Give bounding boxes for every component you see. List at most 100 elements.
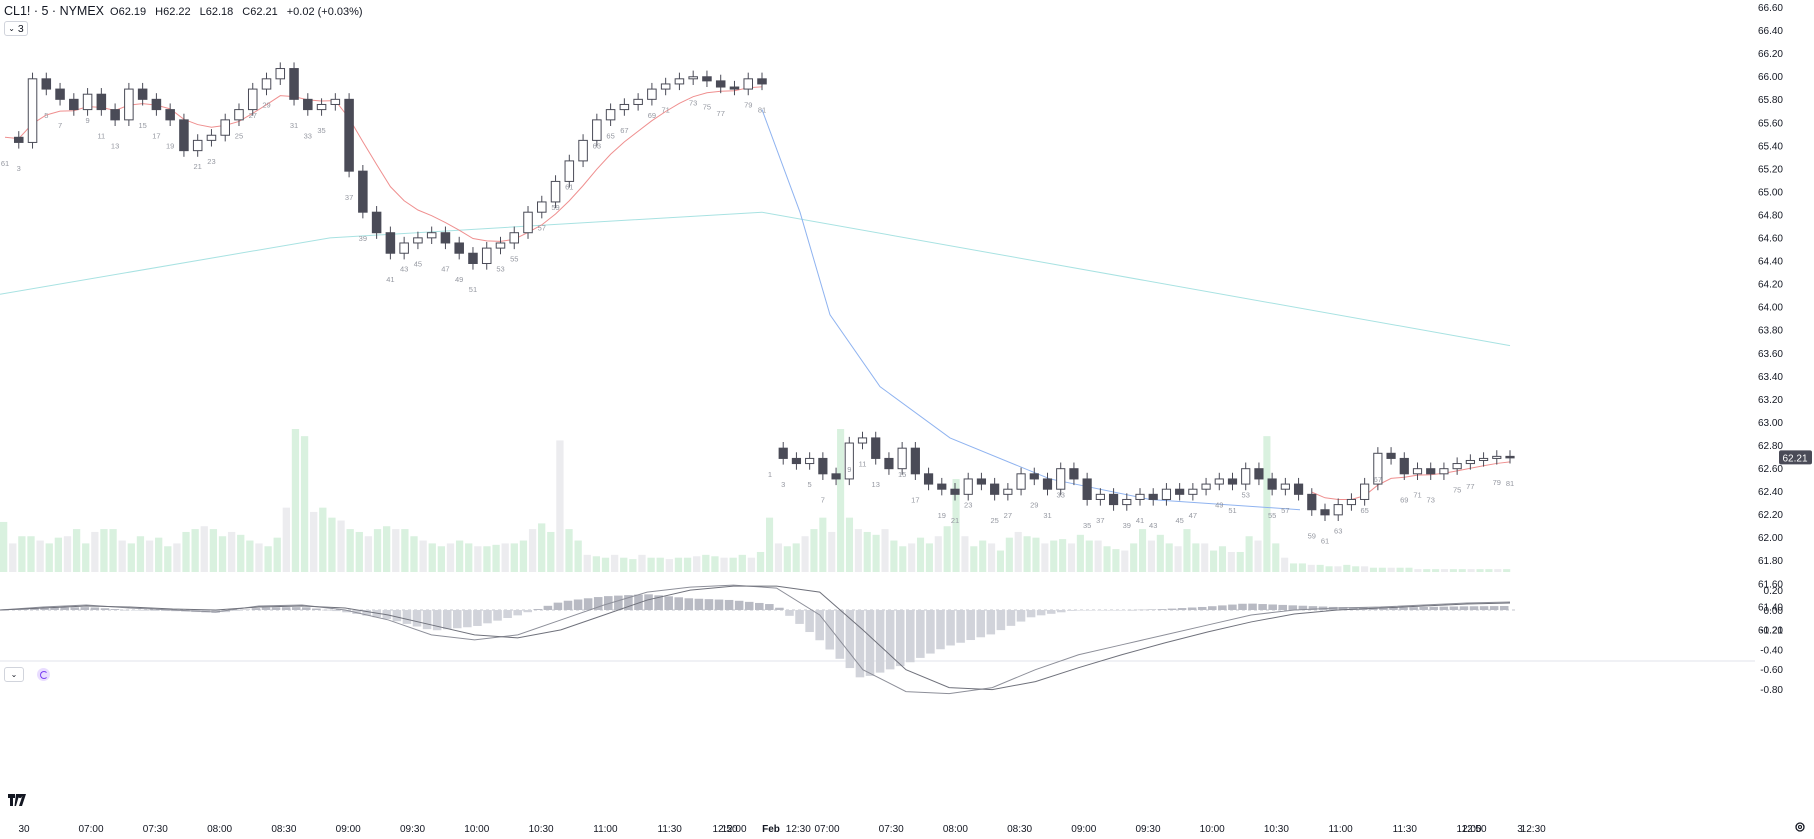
candle [1082,478,1092,500]
volume-bar [474,546,482,572]
macd-histogram-bar [895,610,905,667]
bar-number-label: 67 [1374,475,1382,484]
bar-number-label: 59 [1308,531,1316,540]
macd-histogram-bar [644,594,653,610]
candle [743,78,754,90]
volume-bar [364,536,373,572]
volume-bar [383,526,391,572]
volume-bar [961,536,969,572]
macd-histogram-bar [261,607,271,610]
volume-bar [1458,569,1466,572]
volume-bar [845,517,854,572]
macd-histogram-bar [161,610,170,612]
price-axis[interactable]: 66.60 66.40 66.20 66.00 65.80 65.60 65.40 65.20… [1758,3,1783,636]
volume-bar [300,436,309,572]
candle [871,437,881,459]
macd-histogram-bar [432,610,442,631]
volume-bar [1307,564,1315,572]
volume-bar [319,507,327,572]
macd-histogram-bar [1167,608,1177,610]
indicators-toggle-button[interactable]: ⌄ 3 [4,21,28,36]
volume-bar [1174,546,1182,572]
macd-histogram-bar [593,597,603,610]
symbol-title[interactable]: CL1! · 5 · NYMEX [4,4,105,18]
candle [818,457,828,475]
volume-bar [355,531,363,572]
macd-histogram-bar [1308,606,1318,610]
time-tick-label: 12:50 [712,824,737,835]
bar-number-label: 53 [1242,490,1250,499]
candle [234,109,244,121]
candle [578,139,588,162]
macd-histogram-bar [533,609,543,610]
high-value: 62.22 [163,6,191,18]
macd-histogram-bar [1338,607,1348,610]
time-tick-label: 09:00 [1071,824,1096,835]
volume-bar [1227,551,1235,572]
time-axis[interactable]: 30 07:00 07:30 08:00 08:30 09:00 09:30 10:00 10:… [18,824,1546,835]
macd-line [0,584,1511,695]
volume-bar [1236,551,1244,572]
macd-histogram-bar [362,610,371,616]
volume-bar [1405,567,1413,572]
macd-histogram-bar [1228,604,1237,610]
candle [592,119,602,141]
volume-bar [72,529,81,572]
volume-bar [1378,567,1386,572]
candle [303,98,313,111]
price-tick-label: 61.40 [1758,602,1783,613]
bar-number-label: 33 [1057,490,1065,499]
volume-bar [1192,543,1200,572]
bar-number-label: 9 [85,116,89,125]
volume-bar [1103,546,1111,572]
symbol-legend: CL1! · 5 · NYMEX O62.19 H62.22 L62.18 C6… [4,4,363,20]
macd-histogram-bar [1197,606,1207,610]
volume-bar [656,557,664,572]
volume-bar [100,529,108,572]
time-tick-label: 07:30 [879,824,904,835]
macd-histogram-bar [966,610,975,641]
candle [137,88,148,100]
price-tick-label: 62.60 [1758,464,1783,475]
bar-number-label: 45 [1175,516,1183,525]
volume-bar [273,537,281,572]
volume-bar [647,557,655,572]
low-label: L [199,6,206,18]
macd-histogram-bar [342,610,351,613]
macd-histogram-bar [1469,606,1479,610]
tradingview-logo-icon[interactable] [5,794,29,808]
candle [1188,488,1198,495]
volume-bar [264,546,272,572]
macd-histogram-bar [322,609,331,611]
macd-histogram-bar [1489,606,1499,610]
candle [1201,483,1211,490]
volume-bar [392,529,400,572]
volume-bar [200,526,208,572]
ema-slow-line [0,211,1511,347]
refresh-icon[interactable] [37,668,50,681]
candle [82,93,93,111]
macd-histogram-bar [765,604,774,610]
low-value: 62.18 [205,6,234,18]
macd-histogram-bar [1016,610,1026,622]
macd-histogram-bar [1278,604,1288,610]
candle [688,76,698,80]
macd-histogram-bar [412,610,422,627]
time-tick-label: 11:00 [1328,824,1353,835]
bar-number-label: 7 [58,121,62,130]
volume-bar [565,529,573,572]
volume-bar [1076,534,1084,572]
gear-icon[interactable] [1794,821,1806,833]
candle [1320,509,1330,516]
volume-bar [592,556,601,572]
bar-number-label: 65 [606,131,614,140]
candle [13,136,24,143]
bar-number-label: 57 [538,224,546,233]
macd-axis[interactable]: 0.20 0.00 -0.20 -0.40 -0.60 -0.80 [1760,586,1783,696]
macd-collapse-button[interactable]: ⌄ [4,667,24,682]
bar-number-labels: 6135791113151719212325272931333537394143… [1,98,1514,545]
volume-bar [91,531,99,572]
last-price-badge: 62.21 [1779,450,1812,465]
volume-bar [0,521,8,572]
